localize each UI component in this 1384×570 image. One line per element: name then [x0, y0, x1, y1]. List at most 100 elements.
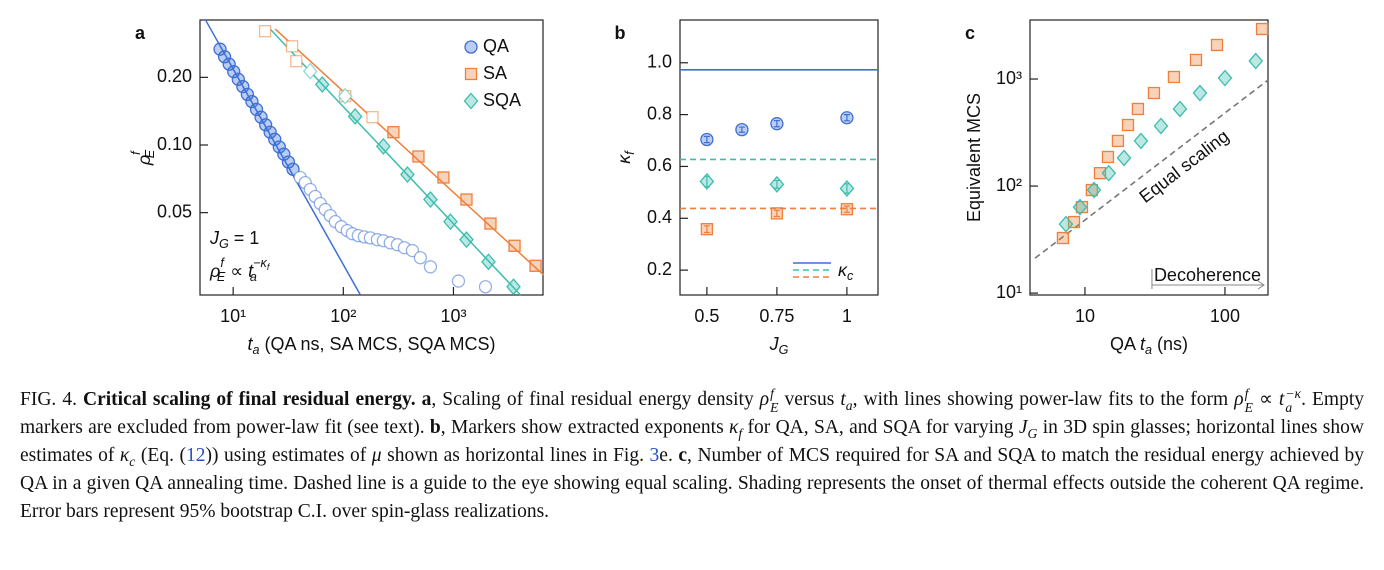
y-tick-label: 10¹ — [996, 282, 1022, 302]
marker — [769, 175, 785, 193]
marker — [1192, 84, 1208, 102]
marker — [699, 172, 715, 190]
marker — [508, 239, 521, 252]
panel-label: b — [615, 23, 626, 43]
marker — [1111, 134, 1125, 148]
y-tick-label: 0.2 — [647, 259, 672, 279]
marker — [337, 87, 353, 105]
math-sub: a — [846, 398, 853, 413]
y-tick-label: 0.05 — [157, 201, 192, 221]
caption-text: shown as horizontal lines in Fig. — [381, 445, 650, 467]
marker — [840, 203, 854, 216]
marker — [770, 207, 784, 220]
marker — [413, 251, 428, 265]
marker — [423, 260, 438, 274]
annotation: JG = 1 — [209, 228, 259, 252]
math-sup: f — [1244, 385, 1249, 401]
annotation-part: −κ — [253, 256, 267, 270]
caption-text: FIG. 4. — [20, 389, 83, 410]
marker — [387, 126, 400, 139]
marker — [268, 132, 282, 146]
y-tick-label: 10² — [996, 175, 1022, 195]
marker — [1086, 181, 1102, 199]
caption-text: ∝ — [1252, 389, 1279, 410]
y-axis-label-part: E — [143, 149, 157, 158]
x-tick-label: 0.75 — [759, 306, 794, 326]
y-axis-label-part: f — [129, 150, 143, 155]
marker — [1072, 198, 1088, 216]
marker — [1210, 38, 1224, 52]
marker — [1167, 70, 1181, 84]
marker — [412, 150, 425, 163]
annotation-part: = 1 — [229, 228, 260, 248]
caption-link: 3 — [649, 445, 660, 467]
x-tick-label: 10² — [330, 306, 356, 326]
guide-label: Equal scaling — [1135, 126, 1232, 207]
guide-line — [1034, 79, 1269, 259]
x-tick-label: 10 — [1075, 306, 1095, 326]
x-tick-label: 100 — [1210, 306, 1240, 326]
caption-text: , with lines showing power-law fits to t… — [852, 389, 1235, 410]
marker — [1217, 69, 1233, 87]
marker — [249, 102, 264, 117]
marker — [1131, 102, 1145, 116]
x-axis-label-part: G — [779, 343, 789, 357]
legend-label: QA — [483, 36, 509, 56]
marker — [1147, 86, 1161, 100]
error-bar — [703, 135, 710, 144]
annotation-part: t — [248, 261, 254, 281]
x-axis-label-part: (QA ns, SA MCS, SQA MCS) — [259, 334, 495, 354]
caption-text: versus — [778, 389, 841, 410]
math-scripts: −κ a — [1285, 387, 1301, 414]
annotation-part: E — [217, 270, 226, 284]
y-axis-label-part: κ — [614, 154, 634, 164]
y-tick-label: 0.20 — [157, 66, 192, 86]
x-axis-label-part: QA — [1110, 334, 1140, 354]
caption-text: , Markers show extracted exponents — [440, 417, 730, 439]
caption-math: JG — [1019, 417, 1038, 441]
y-axis-label-part: ρ — [134, 155, 154, 166]
math-base: t — [840, 389, 846, 410]
error-bar — [773, 119, 780, 128]
x-axis-label-part: t — [247, 334, 253, 354]
fit-line — [274, 28, 545, 276]
caption-text: (Eq. ( — [135, 445, 186, 467]
x-tick-label: 1 — [842, 306, 852, 326]
caption-link: 12 — [186, 445, 206, 467]
marker — [840, 111, 854, 125]
math-sub: c — [129, 454, 135, 469]
marker — [213, 42, 227, 56]
plot-frame — [199, 19, 544, 296]
marker — [302, 62, 318, 80]
error-bar — [703, 225, 710, 234]
math-sub: G — [1028, 426, 1038, 441]
x-axis-label: ta (QA ns, SA MCS, SQA MCS) — [247, 334, 495, 358]
marker — [1058, 215, 1074, 233]
marker — [770, 117, 784, 131]
y-axis-label: Equivalent MCS — [964, 93, 984, 222]
marker — [272, 140, 286, 154]
marker — [375, 137, 391, 155]
caption-text: , Number of MCS required for SA and SQA … — [20, 445, 1365, 523]
annotation-part: ρ — [209, 261, 220, 281]
marker — [478, 280, 493, 294]
caption-text: )) using estimates of — [205, 445, 372, 467]
math-base: κ — [729, 417, 739, 439]
marker — [423, 191, 438, 209]
caption-text: . Empty markers are excluded from power-… — [20, 389, 1365, 439]
marker — [464, 40, 478, 54]
annotation-part: a — [250, 270, 257, 284]
legend-label-part: κ — [838, 260, 848, 280]
panel-label: a — [135, 23, 146, 43]
marker — [459, 231, 474, 249]
math-base: t — [1278, 389, 1285, 410]
marker — [1255, 22, 1269, 36]
marker — [236, 79, 250, 94]
marker — [400, 166, 415, 184]
annotation: ρfE ∝ t−κfa​ — [209, 256, 271, 284]
math-base: μ — [371, 445, 382, 467]
